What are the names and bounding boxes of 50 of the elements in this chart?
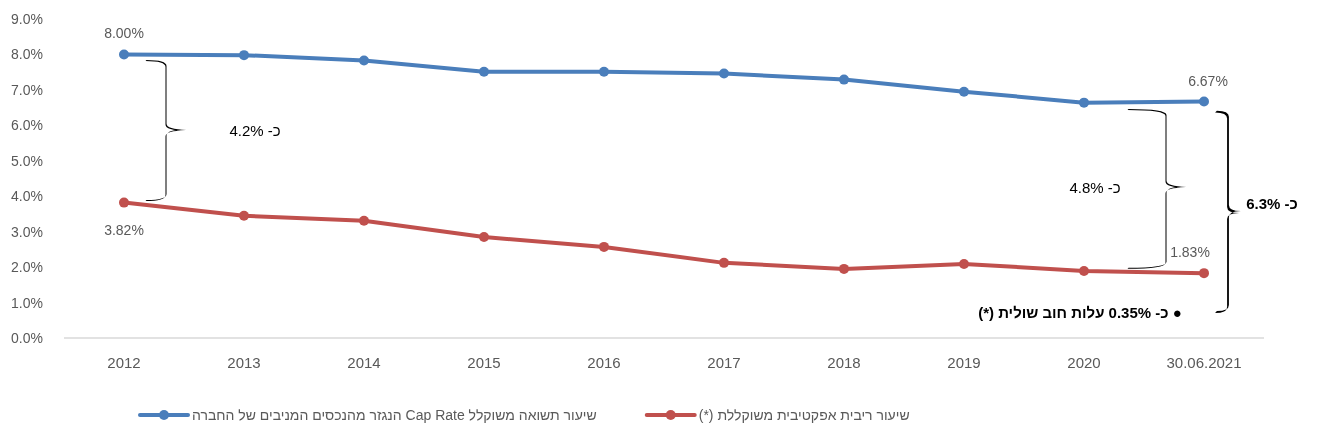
- point: [239, 50, 249, 61]
- data-label: 1.83%: [1170, 244, 1210, 261]
- y-tick-label: 7.0%: [11, 81, 43, 98]
- x-tick-label: 2015: [467, 354, 501, 371]
- point: [839, 74, 849, 85]
- x-tick-label: 2012: [107, 354, 141, 371]
- point: [959, 258, 969, 269]
- y-tick-label: 4.0%: [11, 188, 43, 205]
- x-tick-label: 2014: [347, 354, 381, 371]
- point: [719, 257, 729, 268]
- annotation: כ- 6.3%: [1246, 195, 1298, 212]
- data-label: 6.67%: [1188, 72, 1228, 89]
- annotation: כ- 4.8%: [1069, 179, 1121, 196]
- x-tick-label: 2013: [227, 354, 261, 371]
- x-tick-label: 2020: [1067, 354, 1101, 371]
- y-tick-label: 6.0%: [11, 117, 43, 134]
- y-tick-label: 0.0%: [11, 330, 43, 346]
- x-tick-label: 2018: [827, 354, 861, 371]
- annotation: כ- 4.2%: [229, 122, 281, 139]
- point: [1199, 96, 1209, 107]
- x-tick-label: 2016: [587, 354, 621, 371]
- point: [1079, 266, 1089, 277]
- y-tick-label: 2.0%: [11, 259, 43, 276]
- point: [119, 197, 129, 208]
- point: [359, 215, 369, 226]
- point: [1199, 268, 1209, 279]
- point: [359, 55, 369, 66]
- point: [479, 66, 489, 77]
- x-tick-label: 30.06.2021: [1166, 354, 1242, 371]
- legend-label: שיעור תשואה משוקלל Cap Rate הנגזר מהנכסים המניבים של החברה: [192, 407, 597, 423]
- x-tick-label: 2019: [947, 354, 981, 371]
- x-tick-label: 2017: [707, 354, 741, 371]
- y-tick-label: 1.0%: [11, 294, 43, 311]
- point: [599, 66, 609, 77]
- point: [1079, 97, 1089, 108]
- y-tick-label: 9.0%: [11, 11, 43, 27]
- y-tick-label: 5.0%: [11, 152, 43, 169]
- point: [959, 86, 969, 97]
- y-tick-label: 8.0%: [11, 46, 43, 63]
- point: [239, 210, 249, 221]
- point: [599, 241, 609, 252]
- point: [119, 49, 129, 60]
- point: [839, 263, 849, 274]
- legend-label: שיעור ריבית אפקטיבית משוקללת (*): [698, 407, 910, 423]
- data-label: 8.00%: [104, 25, 144, 42]
- point: [719, 68, 729, 79]
- annotation: ● כ- 0.35% עלות חוב שולית (*): [978, 304, 1182, 321]
- y-tick-label: 3.0%: [11, 223, 43, 240]
- data-label: 3.82%: [104, 221, 144, 238]
- point: [479, 231, 489, 242]
